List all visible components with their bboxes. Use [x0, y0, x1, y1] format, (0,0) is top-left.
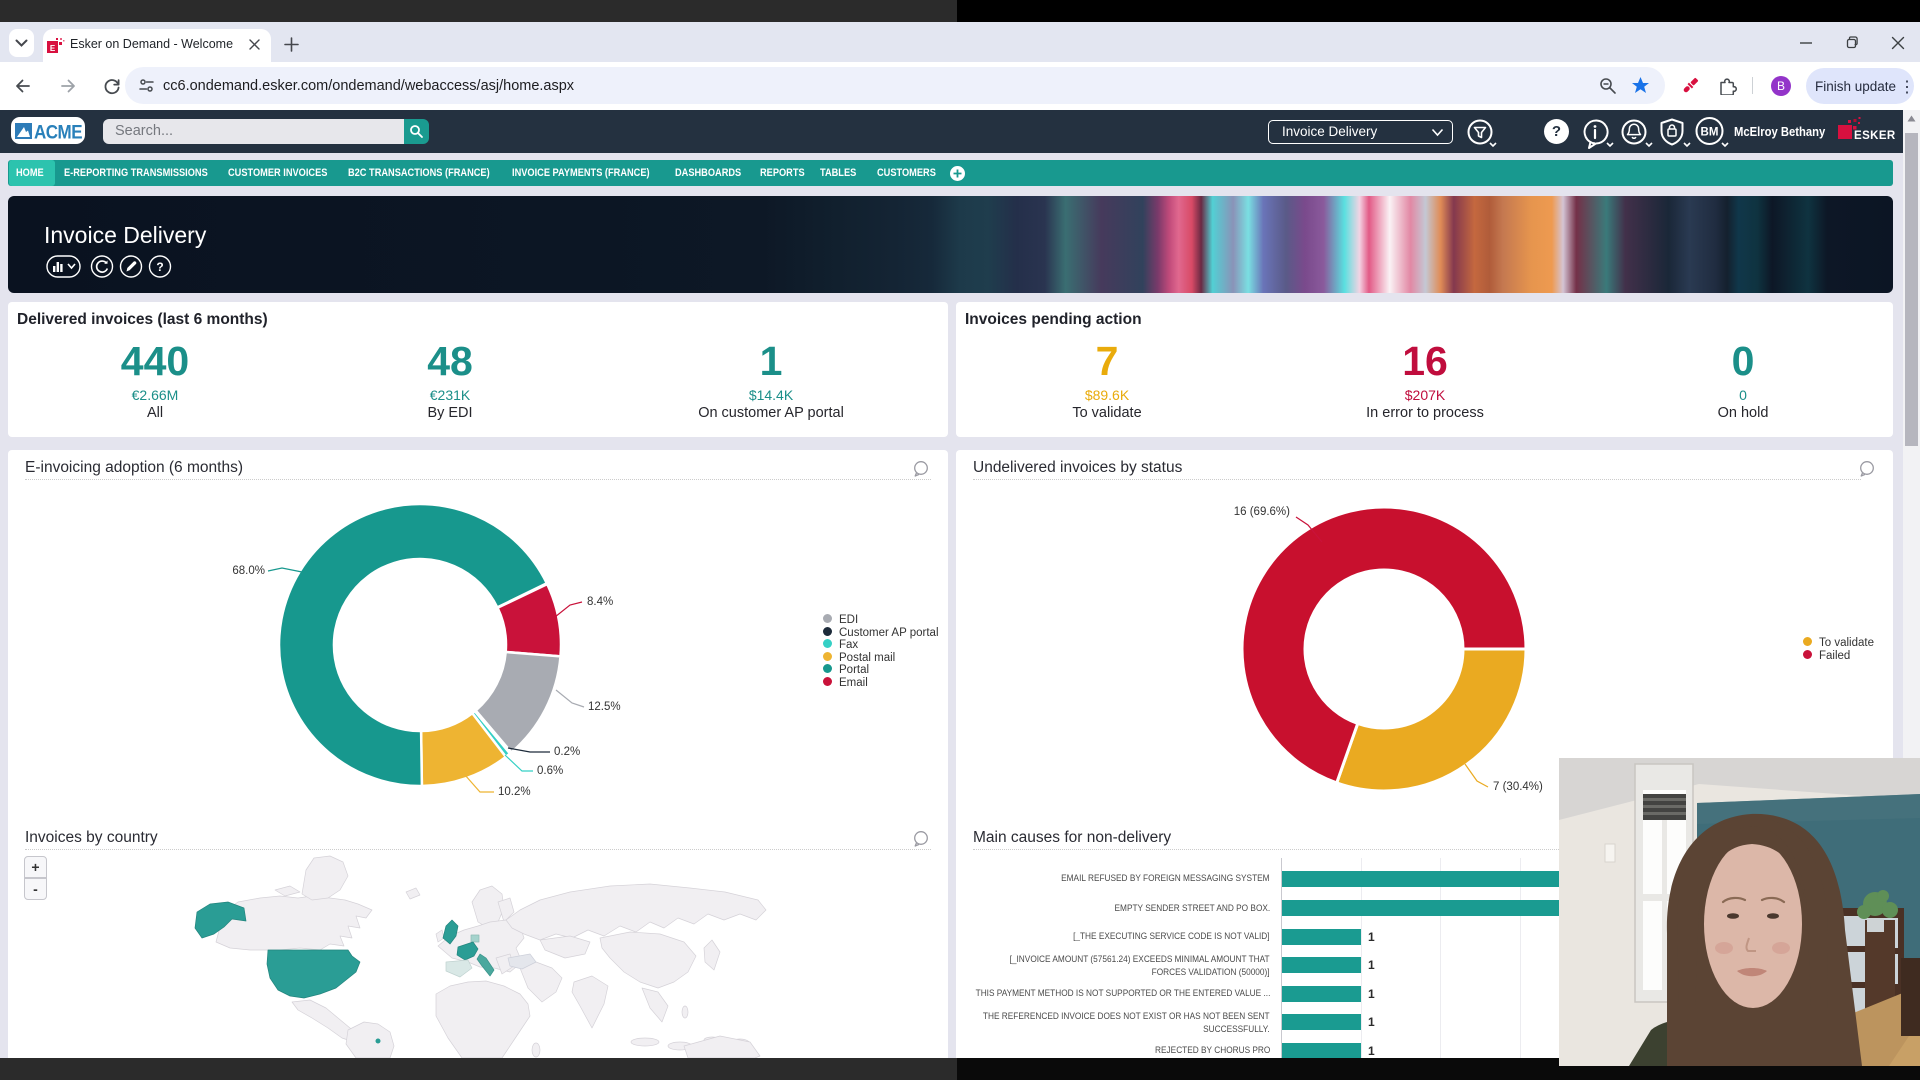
svg-text:ESKER: ESKER: [1854, 130, 1895, 142]
svg-text:BM: BM: [1701, 127, 1719, 139]
svg-text:E: E: [50, 44, 56, 53]
svg-text:?: ?: [156, 260, 163, 274]
